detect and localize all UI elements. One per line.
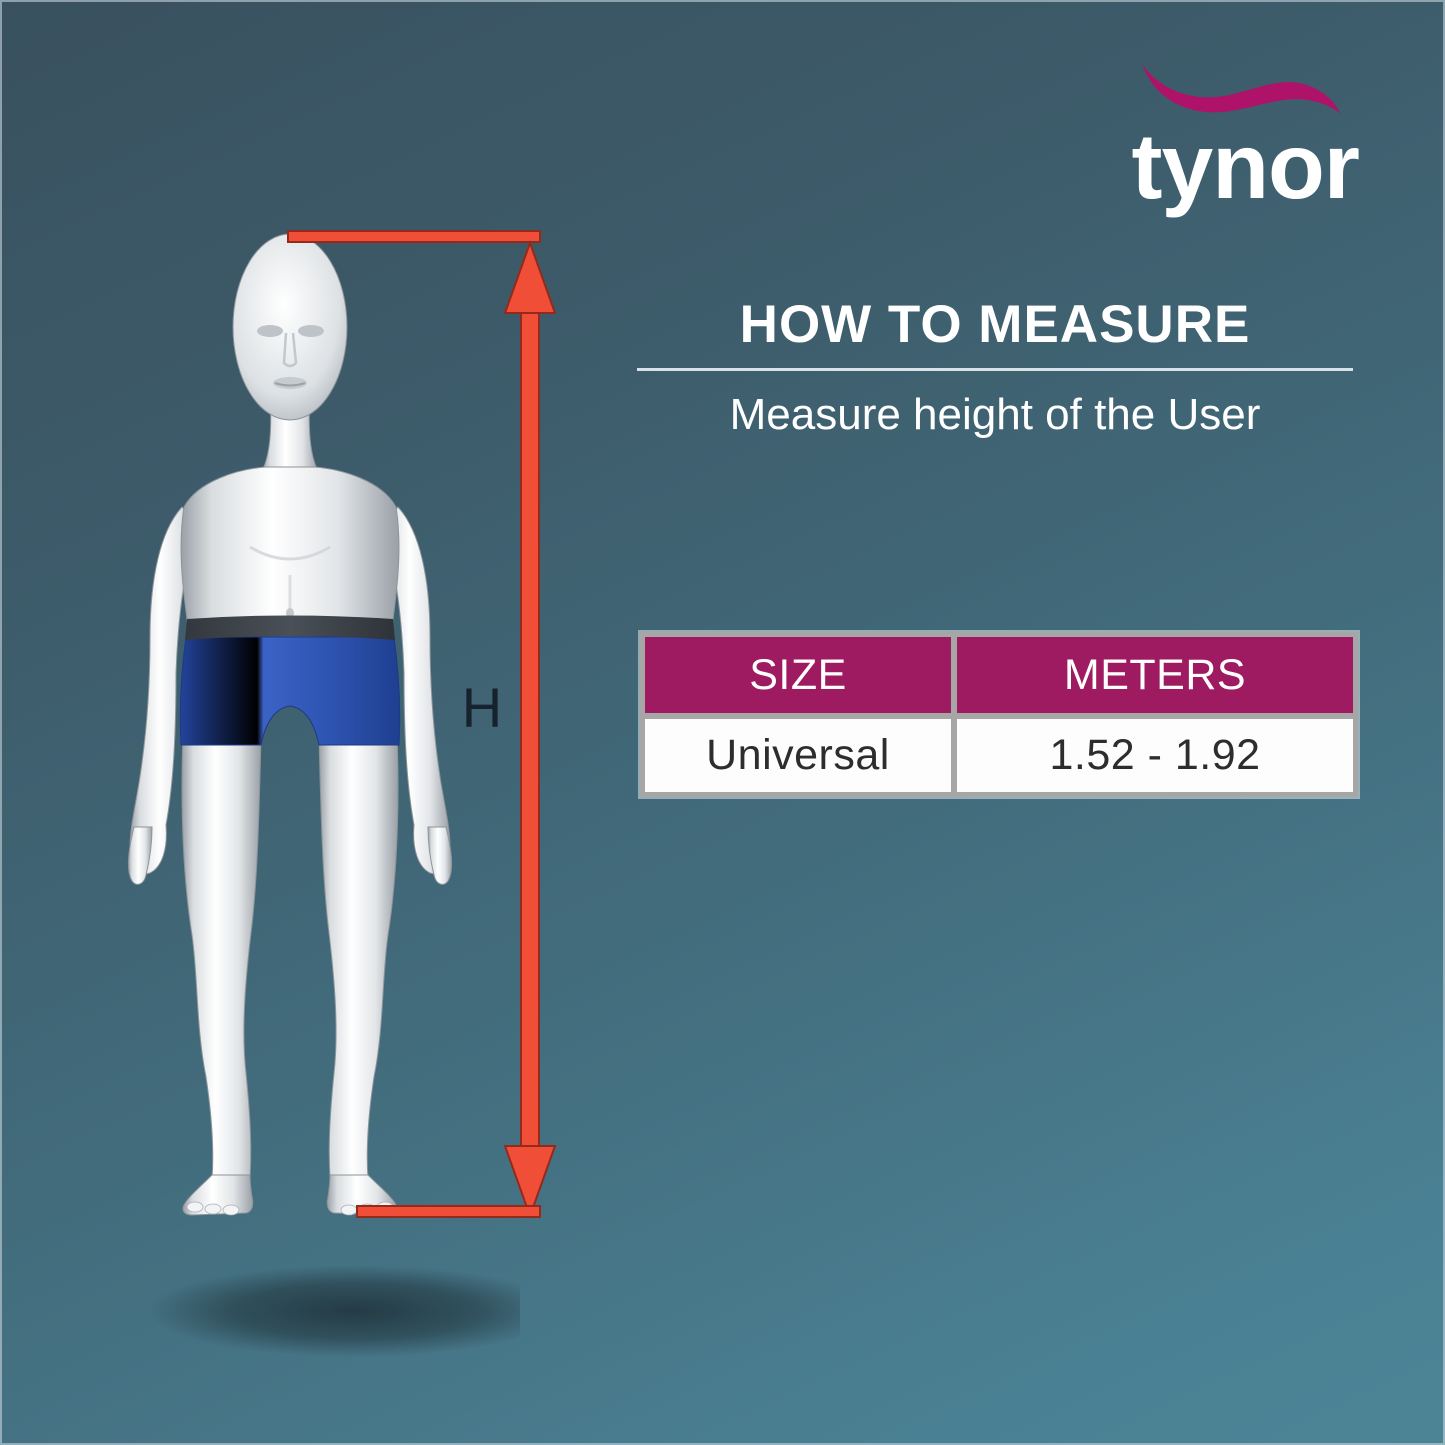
meters-value-cell: 1.52 - 1.92 [957,719,1353,792]
logo-swoosh-icon [1142,65,1341,114]
size-chart-table: SIZE METERS Universal 1.52 - 1.92 [638,630,1360,799]
mannequin-waistband [185,615,395,640]
arrow-head-up [503,240,557,314]
meters-column-header: METERS [957,637,1353,713]
male-mannequin-figure [127,233,520,1357]
brand-logo: tynor [1127,56,1361,218]
height-label: H [461,676,503,739]
arrow-head-down [503,1145,557,1219]
brand-name: tynor [1131,114,1361,218]
page-title: HOW TO MEASURE [739,295,1251,354]
head-reference-line [287,230,541,243]
mannequin-shorts [179,636,401,746]
heading-block: HOW TO MEASURE Measure height of the Use… [637,297,1353,438]
feet-reference-line [356,1205,541,1218]
arrow-shaft [520,305,540,1151]
page-subtitle: Measure height of the User [729,389,1261,439]
figure-shadow [147,1265,520,1357]
title-underline [637,367,1353,371]
size-column-header: SIZE [645,637,951,713]
size-value-cell: Universal [645,719,951,792]
